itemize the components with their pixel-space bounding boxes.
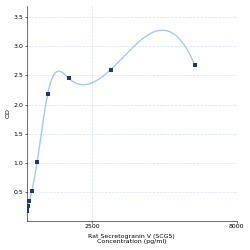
Point: [25, 208, 29, 212]
Point: [30, 189, 34, 193]
Point: [25, 209, 29, 213]
Point: [67, 76, 71, 80]
X-axis label: Rat Secretogranin V (SCG5)
Concentration (pg/ml): Rat Secretogranin V (SCG5) Concentration…: [88, 234, 175, 244]
Point: [35, 160, 39, 164]
Point: [46, 92, 50, 96]
Y-axis label: OD: OD: [6, 108, 10, 118]
Point: [193, 63, 197, 67]
Point: [25, 206, 29, 210]
Point: [26, 204, 30, 208]
Point: [109, 68, 113, 71]
Point: [27, 199, 31, 203]
